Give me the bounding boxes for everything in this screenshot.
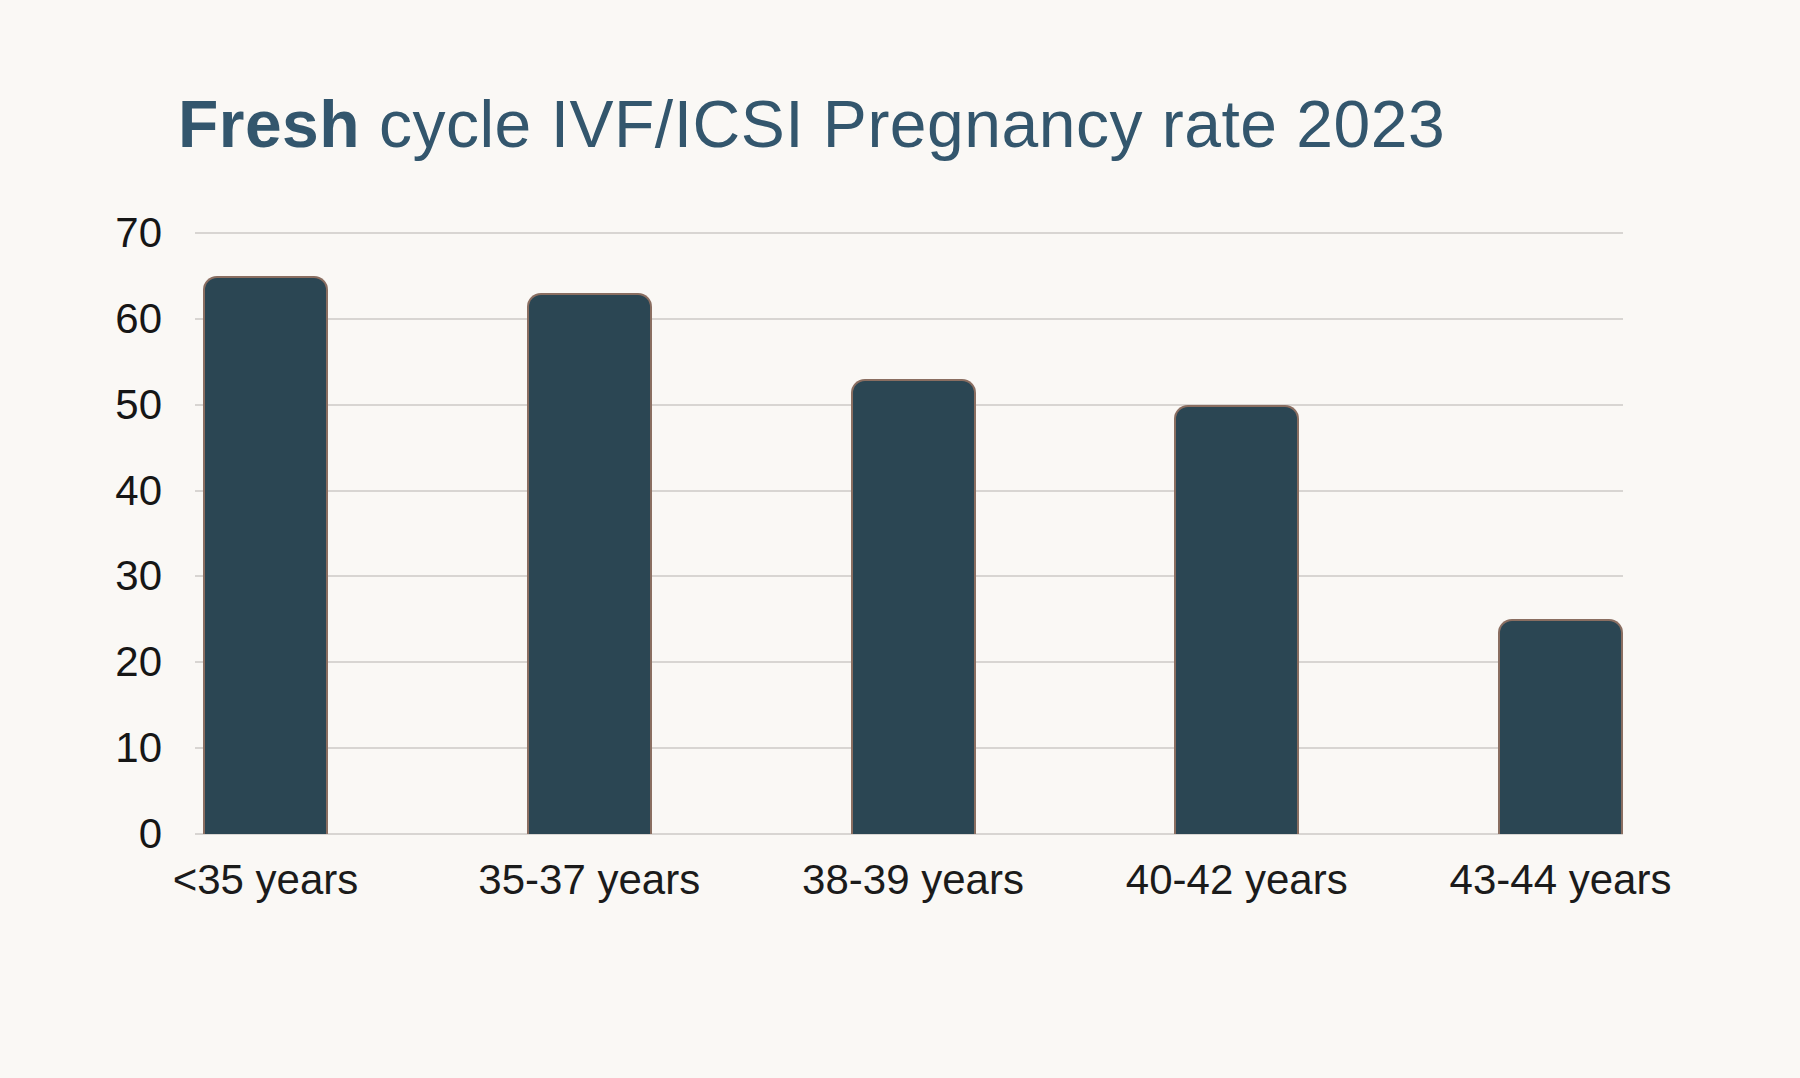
x-axis-label: 38-39 years <box>802 856 1024 904</box>
bar-38-39-years <box>851 379 976 834</box>
chart-canvas: Fresh cycle IVF/ICSI Pregnancy rate 2023… <box>0 0 1623 1078</box>
bar-slot: 40-42 years <box>1174 405 1299 834</box>
y-tick-label-10: 10 <box>115 727 162 769</box>
x-axis-label: 43-44 years <box>1450 856 1672 904</box>
chart-title-rest: cycle IVF/ICSI Pregnancy rate 2023 <box>360 87 1445 161</box>
bar-40-42-years <box>1174 405 1299 834</box>
y-tick-label-60: 60 <box>115 298 162 340</box>
bar-43-44-years <box>1498 619 1623 834</box>
chart-title-emphasis: Fresh <box>178 87 360 161</box>
bar-slot: 38-39 years <box>851 379 976 834</box>
x-axis-label: 35-37 years <box>478 856 700 904</box>
x-axis-label: <35 years <box>173 856 359 904</box>
y-tick-label-30: 30 <box>115 555 162 597</box>
y-axis: 010203040506070 <box>0 233 170 834</box>
x-axis-label: 40-42 years <box>1126 856 1348 904</box>
chart-title: Fresh cycle IVF/ICSI Pregnancy rate 2023 <box>0 86 1623 162</box>
bar--35-years <box>203 276 328 834</box>
bar-35-37-years <box>527 293 652 834</box>
y-tick-label-50: 50 <box>115 384 162 426</box>
bar-slot: 43-44 years <box>1498 619 1623 834</box>
y-tick-label-70: 70 <box>115 212 162 254</box>
y-tick-label-0: 0 <box>139 813 162 855</box>
bar-slot: 35-37 years <box>527 293 652 834</box>
plot-area: <35 years 35-37 years 38-39 years 40-42 yea… <box>195 233 1623 834</box>
y-tick-label-40: 40 <box>115 470 162 512</box>
bar-slot: <35 years <box>203 276 328 834</box>
y-tick-label-20: 20 <box>115 641 162 683</box>
bar-series: <35 years 35-37 years 38-39 years 40-42 yea… <box>203 233 1623 834</box>
